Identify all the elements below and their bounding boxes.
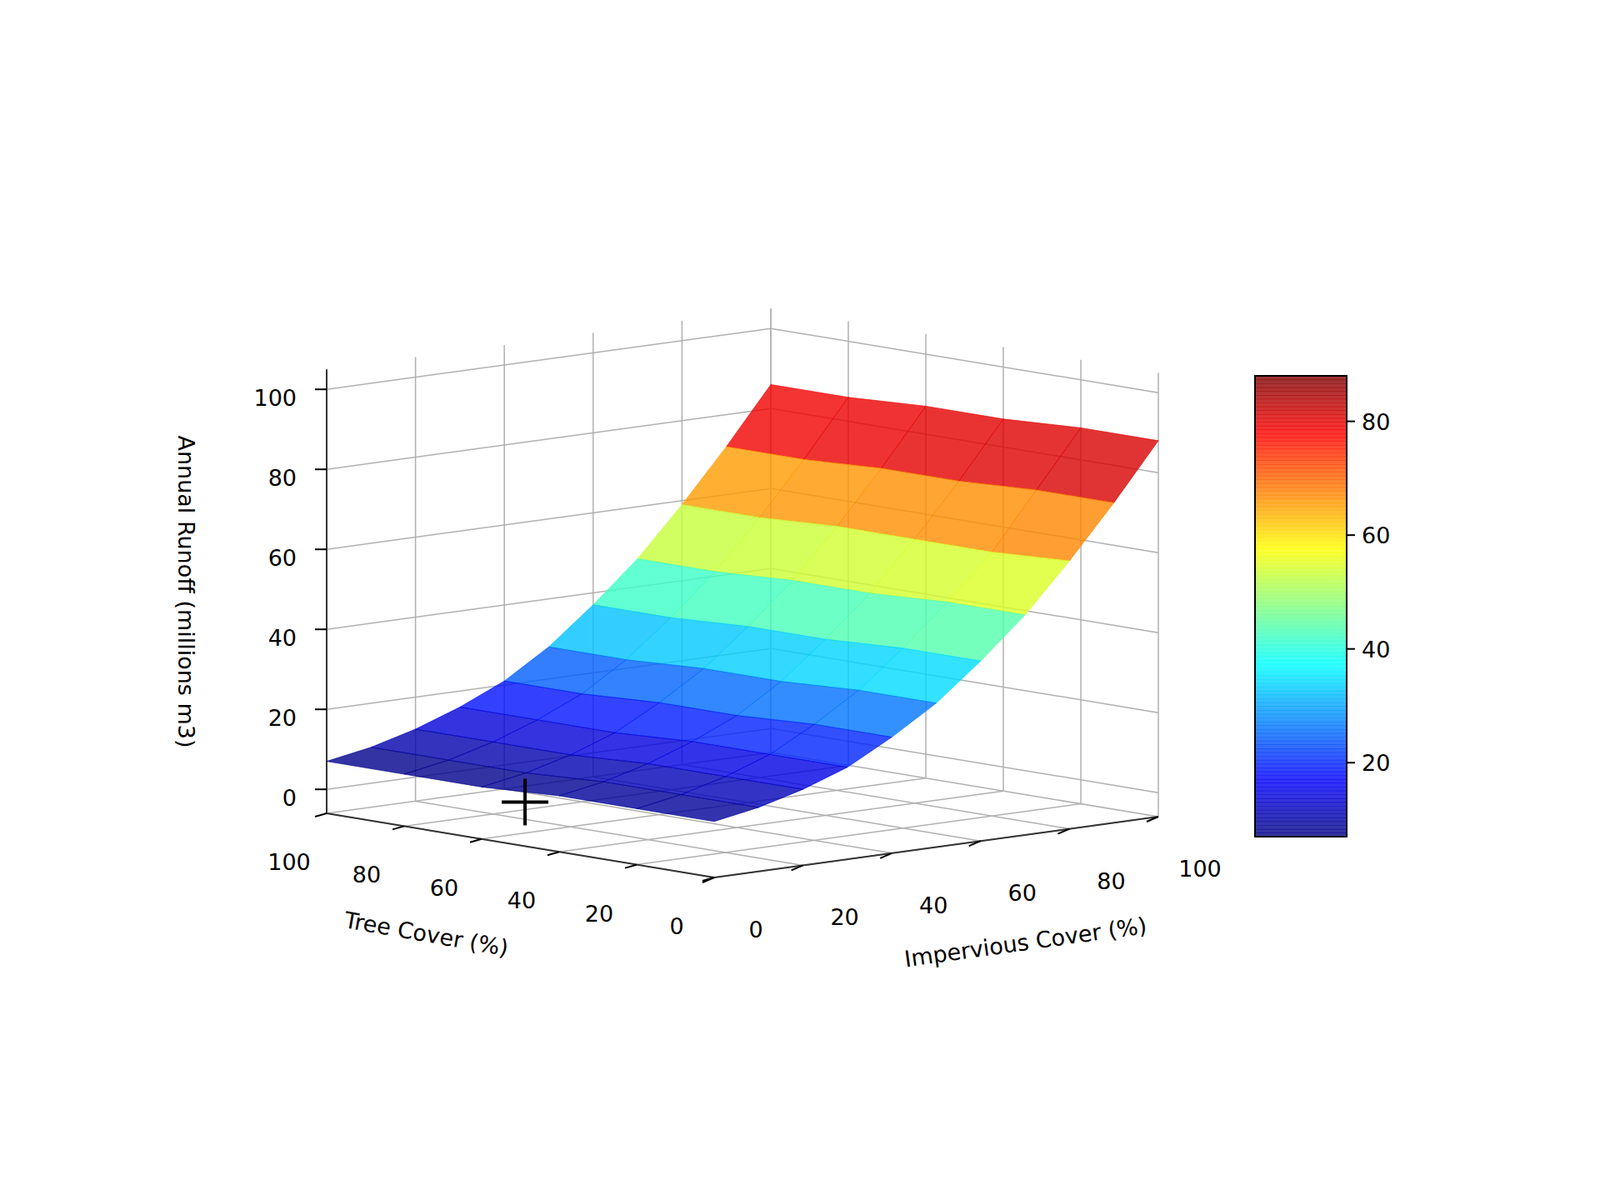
svg-text:20: 20: [1361, 750, 1390, 776]
svg-text:80: 80: [268, 465, 297, 491]
svg-text:80: 80: [352, 861, 381, 888]
svg-text:0: 0: [748, 916, 763, 943]
svg-text:20: 20: [830, 904, 859, 930]
svg-text:40: 40: [268, 625, 297, 651]
svg-text:100: 100: [1178, 855, 1222, 882]
svg-text:100: 100: [253, 385, 297, 411]
svg-text:Tree Cover (%): Tree Cover (%): [341, 906, 511, 961]
svg-text:80: 80: [1096, 868, 1125, 895]
svg-text:100: 100: [267, 849, 311, 875]
svg-text:Annual Runoff (millions m3): Annual Runoff (millions m3): [173, 435, 200, 748]
svg-text:80: 80: [1361, 409, 1390, 435]
svg-text:60: 60: [268, 545, 297, 571]
svg-text:60: 60: [430, 875, 459, 901]
svg-text:0: 0: [669, 913, 684, 940]
svg-text:20: 20: [585, 900, 614, 927]
svg-text:40: 40: [1361, 636, 1390, 663]
svg-text:Impervious Cover (%): Impervious Cover (%): [902, 912, 1149, 973]
svg-text:60: 60: [1361, 522, 1390, 549]
svg-text:40: 40: [507, 887, 536, 914]
svg-text:60: 60: [1008, 880, 1037, 906]
svg-text:0: 0: [282, 785, 297, 811]
svg-text:40: 40: [919, 892, 948, 919]
svg-text:20: 20: [268, 705, 297, 731]
